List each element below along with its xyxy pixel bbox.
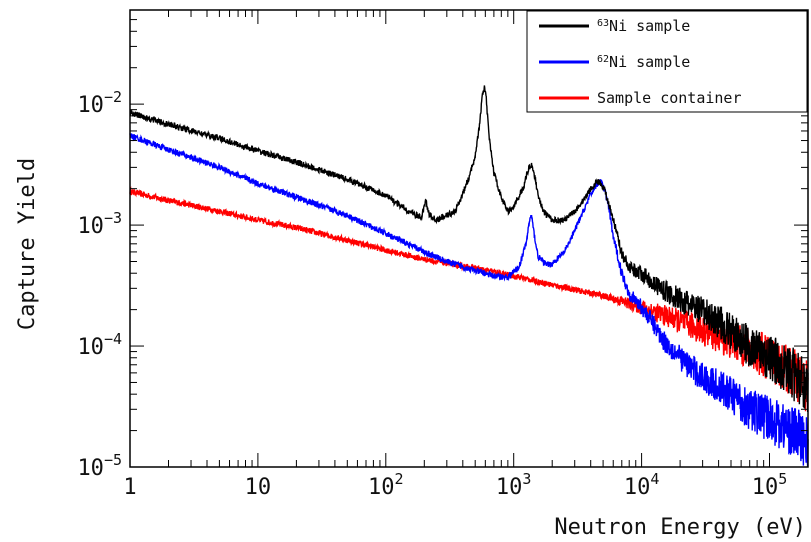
x-tick-label: 104 xyxy=(624,470,660,500)
y-axis-title: Capture Yield xyxy=(15,158,40,330)
plot-frame xyxy=(129,9,809,468)
legend-entry: 62Ni sample xyxy=(597,53,690,71)
legend-entry: 63Ni sample xyxy=(597,17,690,35)
x-tick-label: 103 xyxy=(496,470,532,500)
y-tick-label: 10−4 xyxy=(77,330,122,360)
legend-entry: Sample container xyxy=(597,89,742,107)
series-layer xyxy=(129,85,809,467)
x-tick-label: 1 xyxy=(123,475,136,500)
legend: 63Ni sample 62Ni sample Sample container xyxy=(526,10,808,113)
series-line xyxy=(129,85,809,413)
ticks-layer: 1 10 102 103 104 105 10−5 10−4 10−3 10−2 xyxy=(77,9,809,500)
x-axis-title: Neutron Energy (eV) xyxy=(554,515,806,540)
y-tick-label: 10−2 xyxy=(77,88,122,118)
x-tick-label: 105 xyxy=(752,470,788,500)
x-tick-label: 102 xyxy=(368,470,404,500)
x-tick-label: 10 xyxy=(245,475,272,500)
series-line xyxy=(129,133,809,467)
y-tick-label: 10−5 xyxy=(77,451,122,481)
y-tick-label: 10−3 xyxy=(77,209,122,239)
